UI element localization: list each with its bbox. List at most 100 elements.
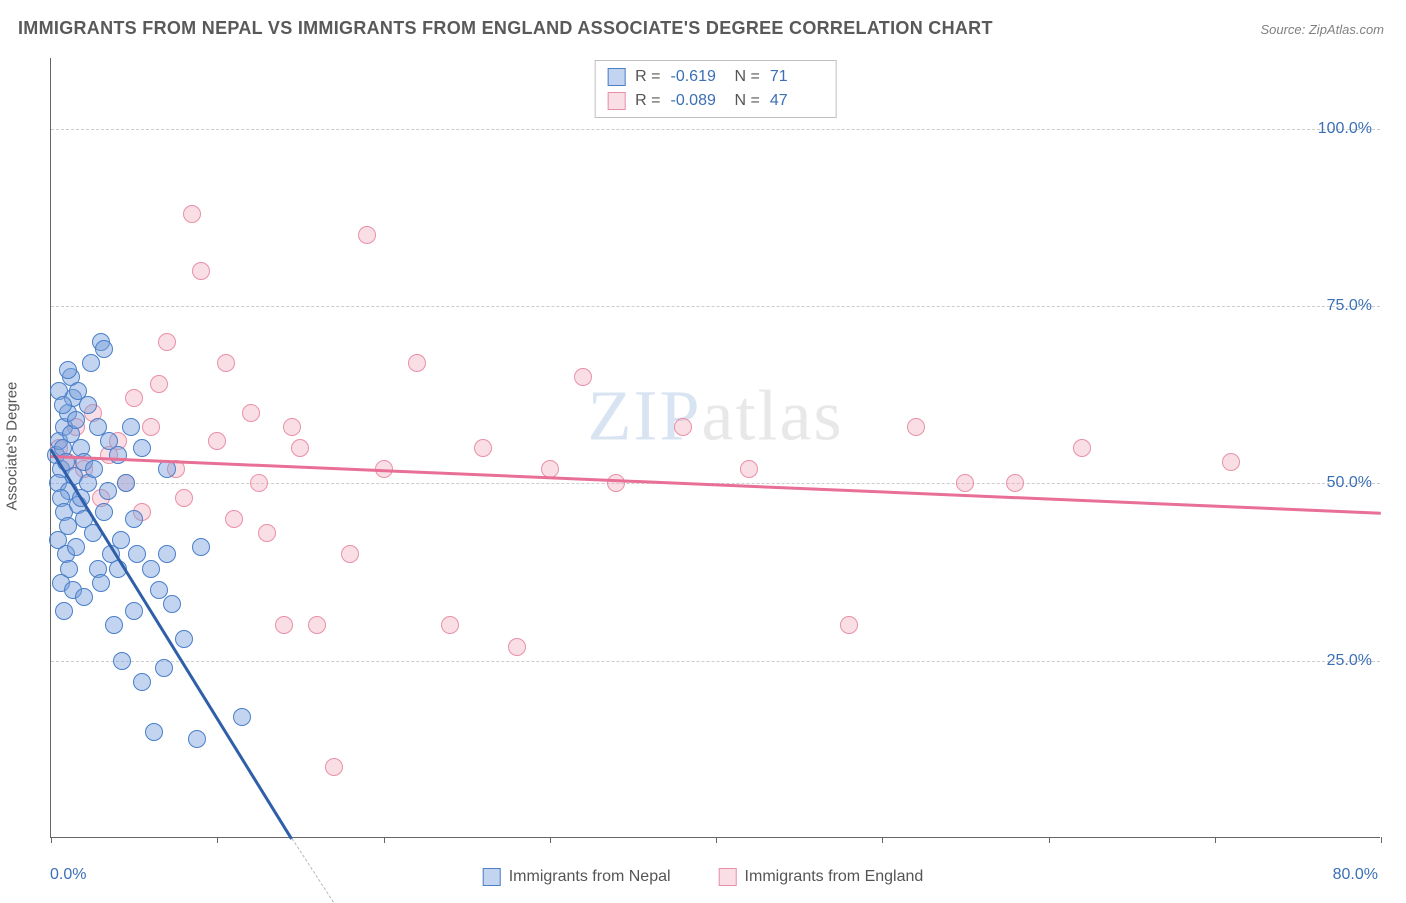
scatter-point-pink [674, 418, 692, 436]
scatter-point-blue [150, 581, 168, 599]
plot-area: ZIPatlas R = -0.619 N = 71 R = -0.089 N … [50, 58, 1380, 838]
x-axis-max-label: 80.0% [1333, 866, 1378, 884]
chart-title: IMMIGRANTS FROM NEPAL VS IMMIGRANTS FROM… [18, 18, 993, 39]
legend-label-blue: Immigrants from Nepal [509, 868, 671, 886]
scatter-point-blue [79, 396, 97, 414]
legend-label-pink: Immigrants from England [745, 868, 924, 886]
gridline-h [51, 661, 1380, 662]
bottom-legend: Immigrants from Nepal Immigrants from En… [483, 868, 924, 886]
scatter-point-blue [82, 354, 100, 372]
stat-value-n-blue: 71 [770, 65, 824, 89]
scatter-point-blue [233, 708, 251, 726]
trendline-blue-extension [292, 838, 334, 902]
scatter-point-pink [225, 510, 243, 528]
swatch-pink-icon [719, 868, 737, 886]
scatter-point-pink [740, 460, 758, 478]
scatter-point-blue [175, 630, 193, 648]
scatter-point-blue [59, 361, 77, 379]
scatter-point-blue [188, 730, 206, 748]
watermark-zip: ZIP [588, 376, 702, 456]
y-tick-label: 25.0% [1327, 652, 1372, 670]
x-tick [1049, 837, 1050, 843]
x-tick [716, 837, 717, 843]
scatter-point-pink [158, 333, 176, 351]
scatter-point-pink [1222, 453, 1240, 471]
scatter-point-blue [105, 616, 123, 634]
scatter-point-pink [283, 418, 301, 436]
scatter-point-pink [508, 638, 526, 656]
y-tick-label: 75.0% [1327, 297, 1372, 315]
scatter-point-pink [183, 205, 201, 223]
stats-row-pink: R = -0.089 N = 47 [607, 89, 824, 113]
scatter-point-pink [150, 375, 168, 393]
scatter-point-pink [607, 474, 625, 492]
trendline-blue [50, 449, 293, 840]
stat-label-r: R = [635, 89, 660, 113]
legend-item-blue: Immigrants from Nepal [483, 868, 671, 886]
scatter-point-pink [125, 389, 143, 407]
scatter-point-pink [408, 354, 426, 372]
y-tick-label: 50.0% [1327, 474, 1372, 492]
scatter-point-blue [99, 482, 117, 500]
scatter-point-blue [122, 418, 140, 436]
scatter-point-blue [192, 538, 210, 556]
scatter-point-blue [133, 673, 151, 691]
scatter-point-blue [125, 510, 143, 528]
swatch-pink-icon [607, 92, 625, 110]
scatter-point-pink [1073, 439, 1091, 457]
scatter-point-pink [275, 616, 293, 634]
x-tick [51, 837, 52, 843]
scatter-point-blue [125, 602, 143, 620]
y-tick-label: 100.0% [1318, 120, 1372, 138]
scatter-point-blue [100, 432, 118, 450]
scatter-point-pink [208, 432, 226, 450]
scatter-point-pink [574, 368, 592, 386]
scatter-point-blue [145, 723, 163, 741]
scatter-point-blue [112, 531, 130, 549]
gridline-h [51, 306, 1380, 307]
scatter-point-pink [192, 262, 210, 280]
watermark: ZIPatlas [588, 375, 844, 458]
scatter-point-pink [258, 524, 276, 542]
scatter-point-pink [474, 439, 492, 457]
swatch-blue-icon [607, 68, 625, 86]
scatter-point-blue [85, 460, 103, 478]
scatter-point-pink [358, 226, 376, 244]
scatter-point-pink [956, 474, 974, 492]
stats-row-blue: R = -0.619 N = 71 [607, 65, 824, 89]
scatter-point-blue [117, 474, 135, 492]
stat-value-n-pink: 47 [770, 89, 824, 113]
x-axis-min-label: 0.0% [50, 866, 86, 884]
source-attribution: Source: ZipAtlas.com [1260, 22, 1384, 37]
scatter-point-pink [325, 758, 343, 776]
watermark-atlas: atlas [702, 376, 844, 456]
x-tick [550, 837, 551, 843]
scatter-point-pink [142, 418, 160, 436]
scatter-point-blue [113, 652, 131, 670]
stats-legend-box: R = -0.619 N = 71 R = -0.089 N = 47 [594, 60, 837, 118]
scatter-point-pink [441, 616, 459, 634]
scatter-point-blue [158, 460, 176, 478]
scatter-point-pink [840, 616, 858, 634]
scatter-point-blue [163, 595, 181, 613]
scatter-point-blue [142, 560, 160, 578]
scatter-point-blue [92, 574, 110, 592]
scatter-point-blue [133, 439, 151, 457]
scatter-point-blue [155, 659, 173, 677]
scatter-point-pink [341, 545, 359, 563]
scatter-point-blue [158, 545, 176, 563]
gridline-h [51, 129, 1380, 130]
stat-value-r-blue: -0.619 [671, 65, 725, 89]
stat-label-n: N = [735, 89, 760, 113]
scatter-point-pink [1006, 474, 1024, 492]
scatter-point-pink [291, 439, 309, 457]
scatter-point-pink [175, 489, 193, 507]
scatter-point-blue [75, 588, 93, 606]
x-tick [882, 837, 883, 843]
scatter-point-blue [128, 545, 146, 563]
swatch-blue-icon [483, 868, 501, 886]
x-tick [217, 837, 218, 843]
scatter-point-pink [242, 404, 260, 422]
scatter-point-pink [250, 474, 268, 492]
stat-label-r: R = [635, 65, 660, 89]
